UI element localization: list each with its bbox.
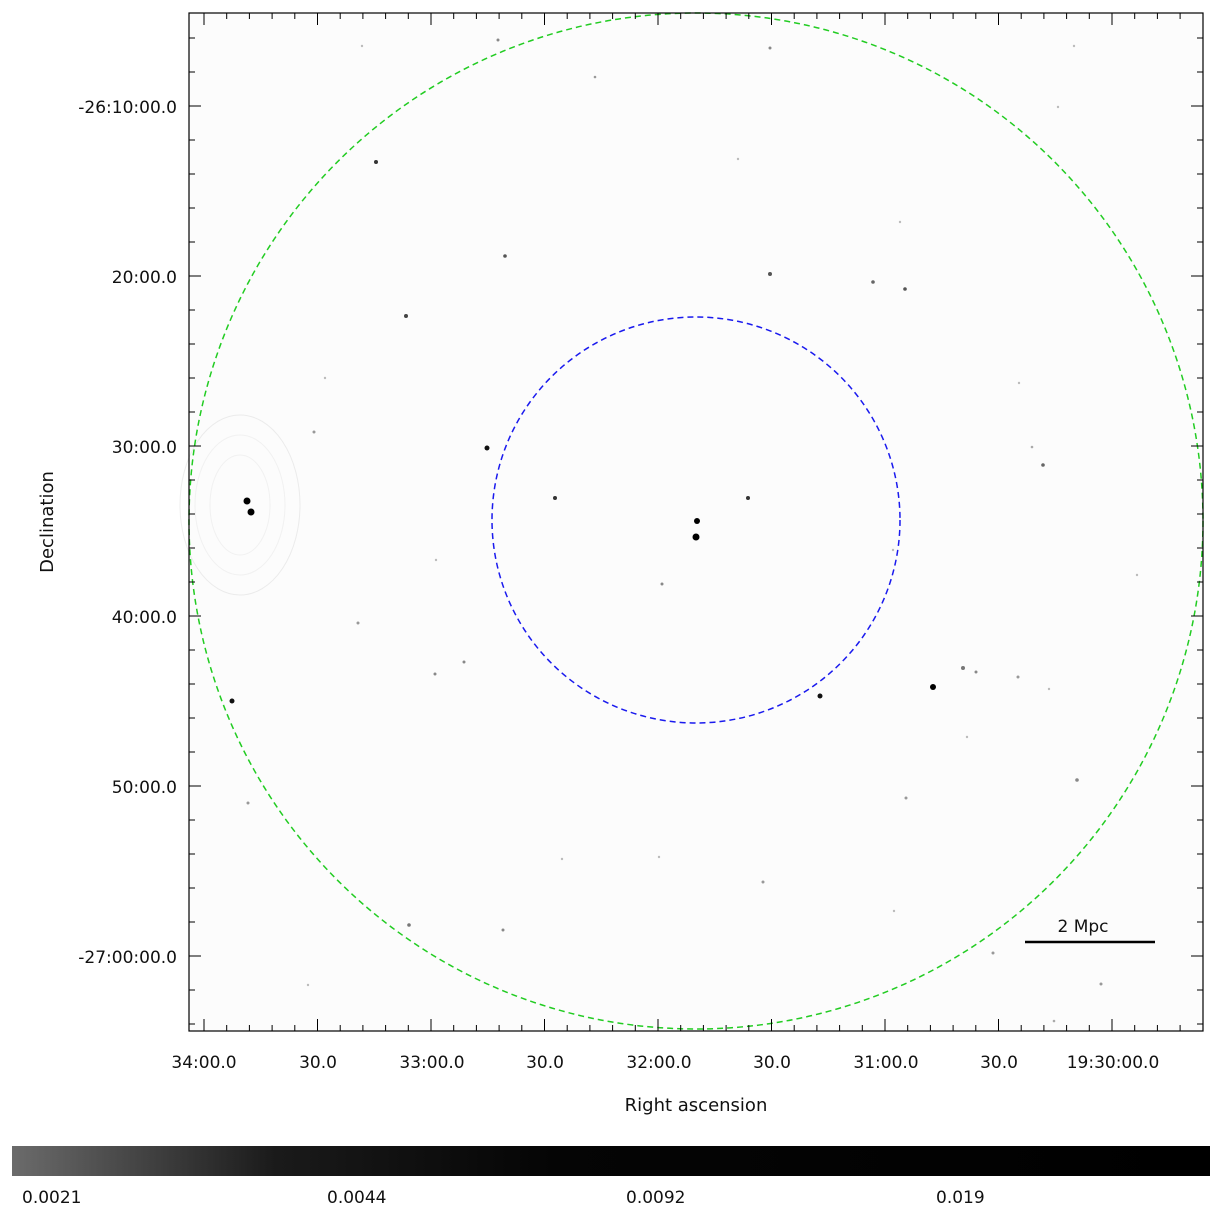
radio-source [246, 801, 250, 805]
radio-source [306, 983, 310, 987]
radio-source [462, 660, 466, 664]
radio-source [761, 880, 765, 884]
radio-source [657, 855, 661, 859]
x-tick-label: 31:00.0 [853, 1053, 918, 1073]
radio-source [501, 928, 505, 932]
image-frame [188, 12, 1204, 1032]
y-axis-title: Declination [37, 471, 58, 573]
radio-source [356, 621, 360, 625]
y-tick-label: 30:00.0 [112, 438, 177, 458]
radio-source [312, 430, 316, 434]
radio-source [1047, 687, 1051, 691]
radio-source [593, 75, 597, 79]
scale-bar-label: 2 Mpc [1057, 917, 1108, 937]
sky-image-panel: 2 Mpc -26:10:00.0 20:00.0 30:00.0 40:00.… [37, 12, 1204, 1116]
radio-source [484, 445, 490, 451]
radio-source [1041, 463, 1045, 467]
radio-source [229, 698, 235, 704]
radio-source [1056, 105, 1060, 109]
y-tick-label: -26:10:00.0 [78, 98, 177, 118]
radio-source [1072, 44, 1076, 48]
radio-source [247, 508, 255, 516]
radio-source [871, 280, 875, 284]
x-tick-label: 32:00.0 [626, 1053, 691, 1073]
x-axis-title: Right ascension [625, 1095, 768, 1116]
radio-source [433, 672, 437, 676]
radio-source [1052, 1019, 1056, 1023]
radio-source [404, 314, 408, 318]
radio-source [374, 160, 378, 164]
radio-source [961, 666, 965, 670]
radio-source [903, 287, 907, 291]
x-tick-label: 30.0 [299, 1053, 337, 1073]
axis-ticks [189, 13, 1203, 1031]
radio-source [1017, 381, 1021, 385]
noise-texture [179, 414, 301, 596]
x-tick-label: 19:30:00.0 [1067, 1053, 1160, 1073]
radio-source [496, 38, 500, 42]
radio-source [560, 857, 564, 861]
x-tick-label: 30.0 [526, 1053, 564, 1073]
radio-source [360, 44, 364, 48]
radio-source [904, 796, 908, 800]
colorbar [12, 1146, 1210, 1176]
radio-source [323, 376, 327, 380]
radio-source [974, 670, 978, 674]
radio-source [965, 735, 969, 739]
colorbar-label: 0.0092 [626, 1188, 686, 1208]
radio-source [991, 951, 995, 955]
radio-source [768, 46, 772, 50]
x-tick-label: 30.0 [753, 1053, 791, 1073]
radio-source [817, 693, 823, 699]
radio-source [243, 497, 251, 505]
radio-source [434, 558, 438, 562]
colorbar-label: 0.0044 [327, 1188, 387, 1208]
radio-source [746, 496, 750, 500]
radio-source [1030, 445, 1034, 449]
radio-source [692, 533, 700, 541]
radio-source [898, 220, 902, 224]
colorbar-label: 0.0021 [22, 1188, 82, 1208]
radio-source [553, 496, 557, 500]
radio-source [736, 157, 740, 161]
radio-source [1135, 573, 1139, 577]
radio-source [1099, 982, 1103, 986]
y-tick-label: -27:00:00.0 [78, 948, 177, 968]
radio-source [1016, 675, 1020, 679]
radio-source [891, 548, 895, 552]
radio-sources [229, 38, 1139, 1023]
radio-source [768, 272, 772, 276]
colorbar-label: 0.019 [936, 1188, 985, 1208]
radio-source [930, 684, 936, 690]
radio-source [694, 518, 700, 524]
x-tick-label: 33:00.0 [399, 1053, 464, 1073]
x-tick-label: 34:00.0 [171, 1053, 236, 1073]
inner-circle [491, 316, 901, 724]
x-tick-label: 30.0 [980, 1053, 1018, 1073]
radio-source [407, 923, 411, 927]
radio-source [1075, 778, 1079, 782]
radio-source [503, 254, 507, 258]
radio-source [892, 909, 896, 913]
y-tick-label: 20:00.0 [112, 268, 177, 288]
radio-source [660, 582, 664, 586]
y-tick-label: 40:00.0 [112, 608, 177, 628]
y-tick-label: 50:00.0 [112, 778, 177, 798]
